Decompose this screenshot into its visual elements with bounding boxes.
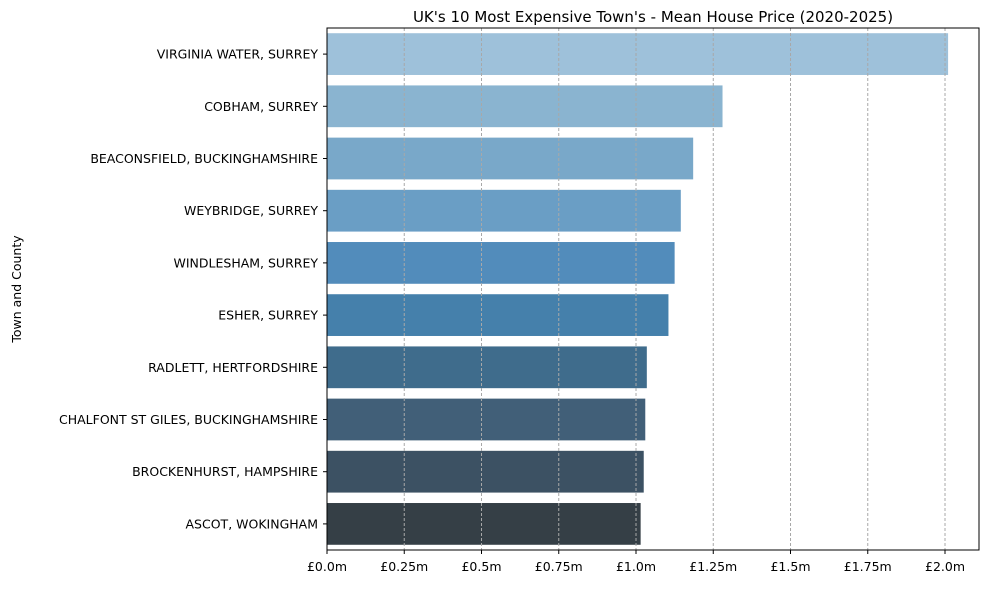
y-tick-label: BROCKENHURST, HAMPSHIRE	[132, 464, 318, 479]
x-tick-label: £0.5m	[461, 559, 501, 574]
plot-frame	[326, 27, 980, 551]
y-axis-label: Town and County	[9, 235, 24, 344]
x-tick-label: £1.75m	[844, 559, 892, 574]
x-tick-labels: £0.0m £0.25m £0.5m £0.75m £1.0m £1.25m £1.5m £1…	[307, 550, 965, 574]
bar-windlesham-surrey	[327, 242, 675, 284]
bar-cobham-surrey	[327, 85, 723, 128]
y-tick-label: RADLETT, HERTFORDSHIRE	[148, 360, 318, 375]
y-tick-label: VIRGINIA WATER, SURREY	[157, 47, 319, 62]
y-tick-labels: VIRGINIA WATER, SURREY COBHAM, SURREY BEAC…	[59, 47, 327, 531]
bar-virginia-water-surrey	[327, 33, 949, 75]
bars	[327, 33, 949, 545]
y-tick-label: WINDLESHAM, SURREY	[174, 255, 319, 270]
x-tick-label: £0.0m	[307, 559, 347, 574]
y-tick-label: COBHAM, SURREY	[204, 99, 318, 114]
chart-title: UK's 10 Most Expensive Town's - Mean Hou…	[413, 8, 893, 26]
bar-beaconsfield-buckinghamshire	[327, 137, 694, 180]
x-tick-label: £0.75m	[535, 559, 583, 574]
x-tick-label: £2.0m	[925, 559, 965, 574]
bar-radlett-hertfordshire	[327, 346, 647, 389]
x-tick-label: £0.25m	[380, 559, 428, 574]
y-tick-label: ASCOT, WOKINGHAM	[186, 516, 319, 531]
bar-ascot-wokingham	[327, 503, 641, 545]
x-tick-label: £1.25m	[689, 559, 737, 574]
x-tick-label: £1.0m	[616, 559, 656, 574]
x-tick-label: £1.5m	[770, 559, 810, 574]
bar-esher-surrey	[327, 294, 669, 336]
x-grid	[403, 28, 946, 550]
y-tick-label: BEACONSFIELD, BUCKINGHAMSHIRE	[90, 151, 318, 166]
bar-brockenhurst-hampshire	[327, 450, 644, 493]
y-tick-label: CHALFONT ST GILES, BUCKINGHAMSHIRE	[59, 412, 318, 427]
bar-chalfont-st-giles-buckinghamshire	[327, 398, 646, 441]
y-tick-label: WEYBRIDGE, SURREY	[184, 203, 318, 218]
bar-weybridge-surrey	[327, 189, 681, 232]
y-tick-label: ESHER, SURREY	[218, 308, 318, 323]
